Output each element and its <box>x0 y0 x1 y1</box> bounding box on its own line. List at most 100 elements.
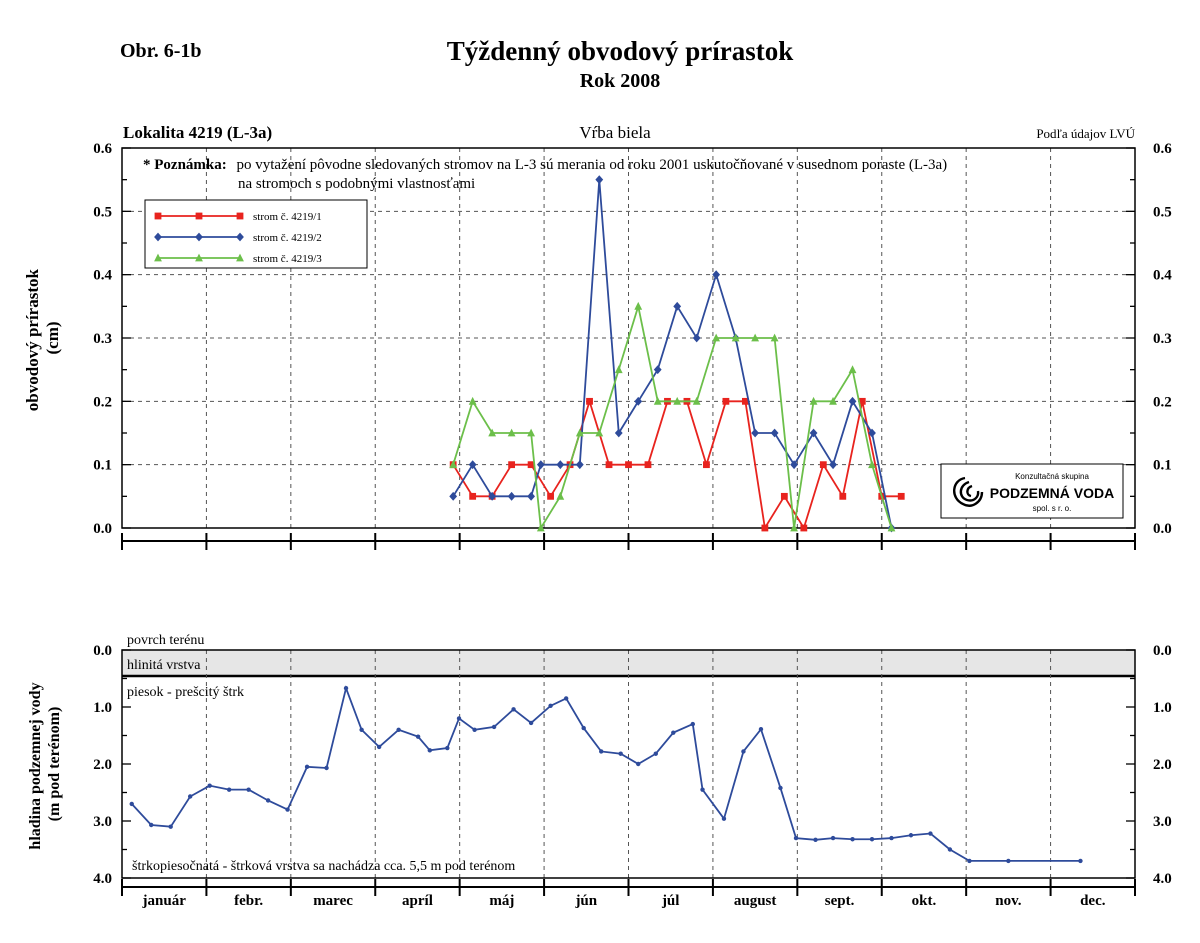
groundwater-point <box>456 716 462 721</box>
groundwater-point <box>149 822 154 828</box>
sand-label: piesok - prešcitý štrk <box>127 685 244 700</box>
month-label: marec <box>313 893 353 909</box>
bottom-ylabel: hladina podzemnej vody (m pod terénom) <box>27 678 63 849</box>
groundwater-point <box>445 745 450 751</box>
top-ylabel-line1: obvodový prírastok <box>23 269 42 412</box>
top-series-point-2 <box>712 270 721 280</box>
top-series-point-3 <box>790 523 798 532</box>
top-series-point-2 <box>468 460 477 470</box>
top-series-point-2 <box>634 396 643 406</box>
surface-label: povrch terénu <box>127 633 204 648</box>
groundwater-point <box>1006 858 1011 864</box>
groundwater-point <box>528 720 534 726</box>
legend-marker-3 <box>154 253 162 262</box>
top-series-point-2 <box>848 396 857 406</box>
legend-marker-1 <box>236 212 244 220</box>
top-series-point-1 <box>625 461 632 469</box>
logo-line-3: spol. s r. o. <box>1033 504 1072 513</box>
top-series-point-1 <box>761 524 769 532</box>
groundwater-point <box>376 744 382 750</box>
legend-label-1: strom č. 4219/1 <box>253 211 322 223</box>
top-series-point-3 <box>731 333 740 342</box>
groundwater-point <box>1078 858 1083 864</box>
legend-marker-3 <box>236 253 244 262</box>
top-series-point-1 <box>508 461 516 469</box>
groundwater-point <box>511 707 516 712</box>
top-series-point-2 <box>770 428 779 438</box>
top-series-point-3 <box>848 365 857 374</box>
top-series-point-1 <box>644 461 652 469</box>
top-series-point-1 <box>800 524 808 532</box>
groundwater-point <box>207 783 212 788</box>
top-ytick-label-left: 0.6 <box>93 141 112 157</box>
top-ytick-label-left: 0.2 <box>93 394 112 410</box>
groundwater-point <box>778 785 783 791</box>
top-ytick-label-right: 0.5 <box>1153 204 1172 220</box>
month-label: jún <box>574 893 597 909</box>
gravel-note: štrkopiesočnatá - štrková vrstva sa nach… <box>132 859 515 874</box>
top-ytick-label-right: 0.3 <box>1153 331 1172 347</box>
top-series-point-3 <box>468 396 477 405</box>
top-series-point-2 <box>449 491 458 501</box>
groundwater-point <box>618 751 623 756</box>
top-series-point-2 <box>653 365 662 375</box>
month-label: nov. <box>995 893 1022 909</box>
month-label: apríl <box>402 893 433 909</box>
top-series-point-3 <box>653 396 662 405</box>
groundwater-point <box>928 831 933 836</box>
top-series-point-1 <box>780 492 788 500</box>
note-line-1: * Poznámka: po vytažení pôvodne sledovan… <box>143 157 947 173</box>
groundwater-point <box>721 816 727 821</box>
figure-title: Týždenný obvodový prírastok <box>447 36 794 66</box>
top-series-point-2 <box>790 460 798 470</box>
top-series-point-2 <box>536 460 545 470</box>
top-ytick-label-left: 0.1 <box>93 458 112 474</box>
legend-marker-1 <box>154 212 162 220</box>
groundwater-point <box>813 837 818 843</box>
top-series-point-3 <box>673 396 682 405</box>
groundwater-point <box>187 794 193 799</box>
top-series-point-3 <box>712 333 721 342</box>
top-series-point-2 <box>751 428 760 438</box>
top-series-point-3 <box>556 491 565 500</box>
top-series-point-3 <box>449 460 458 469</box>
legend-marker-1 <box>195 212 203 220</box>
groundwater-point <box>690 721 695 727</box>
top-series-point-2 <box>809 428 818 438</box>
top-series-point-3 <box>536 523 545 532</box>
groundwater-point <box>850 837 855 842</box>
groundwater-point <box>741 749 746 754</box>
location-label: Lokalita 4219 (L-3a) <box>123 123 272 142</box>
bottom-chart-grid <box>205 650 1052 878</box>
month-label: máj <box>489 893 514 909</box>
groundwater-point <box>599 749 604 754</box>
clay-label: hlinitá vrstva <box>127 658 201 673</box>
top-series-point-2 <box>527 491 535 501</box>
top-series-point-2 <box>614 428 623 438</box>
top-series-point-2 <box>488 491 497 501</box>
groundwater-point <box>636 761 641 767</box>
month-label: august <box>734 893 777 909</box>
groundwater-point <box>472 727 477 732</box>
top-series-point-3 <box>692 396 701 405</box>
top-series-point-2 <box>868 428 876 438</box>
top-ylabel-line2: (cm) <box>43 321 62 354</box>
top-series-point-3 <box>575 428 584 437</box>
top-series-point-2 <box>556 460 565 470</box>
top-chart-ticks: 0.0 0.0 0.1 0.1 0.2 0.2 0.3 0.3 0.4 0.4 0.5 0.5 0.6 0… <box>93 141 1172 550</box>
groundwater-point <box>415 734 421 739</box>
groundwater-point <box>869 837 875 842</box>
groundwater-point <box>563 696 569 701</box>
top-series-point-1 <box>741 397 749 405</box>
top-series-point-3 <box>887 523 896 532</box>
groundwater-point <box>793 835 799 841</box>
top-series-point-1 <box>703 461 710 469</box>
source-label: Podľa údajov LVÚ <box>1036 126 1135 141</box>
legend-marker-2 <box>195 232 203 242</box>
figure-subtitle: Rok 2008 <box>580 70 661 92</box>
top-ytick-label-left: 0.0 <box>93 521 112 537</box>
groundwater-point <box>908 833 914 838</box>
top-series-point-1 <box>858 397 866 405</box>
groundwater-point <box>359 727 364 732</box>
legend-marker-2 <box>236 232 244 242</box>
